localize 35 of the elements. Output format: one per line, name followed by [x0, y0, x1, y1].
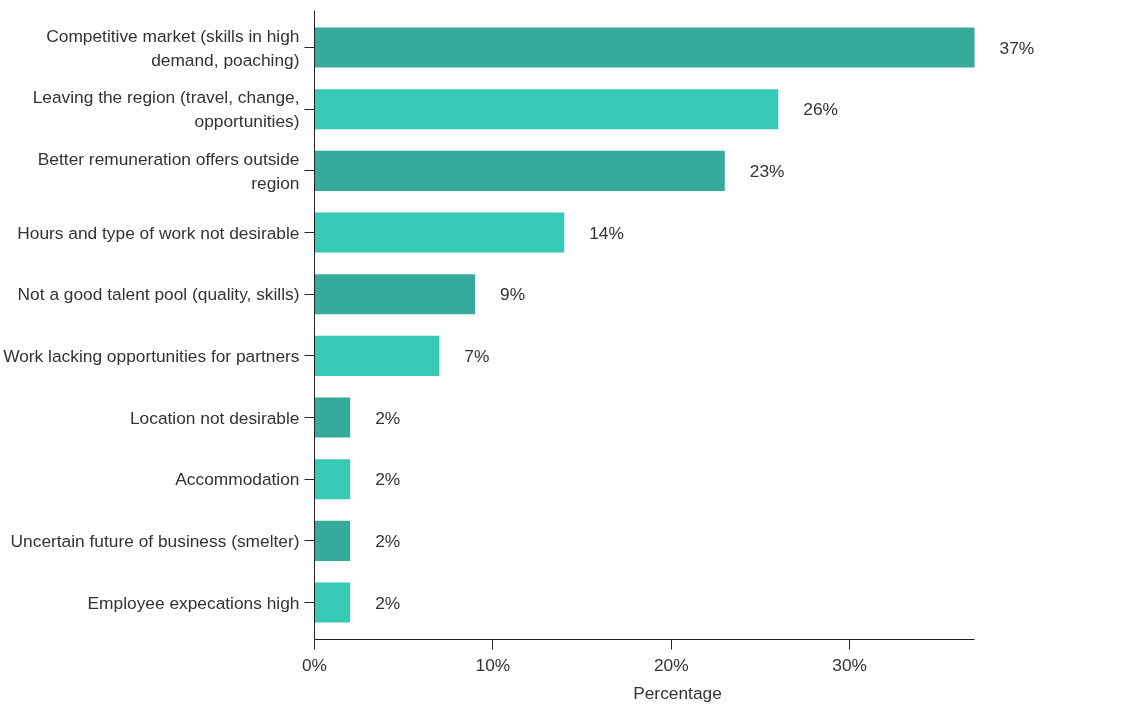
data-label: 23% [749, 160, 785, 181]
y-tick-label: Work lacking opportunities for partners [3, 345, 300, 366]
bar [314, 27, 975, 68]
y-tick-label: Hours and type of work not desirable [17, 222, 300, 243]
data-label: 14% [589, 222, 624, 243]
data-label: 37% [999, 37, 1035, 58]
bar [314, 212, 565, 253]
y-tick-label: Better remuneration offers outside region [37, 148, 300, 193]
x-axis-title: Percentage [633, 682, 722, 703]
y-tick-label: Leaving the region (travel, change, opportunities) [32, 87, 300, 132]
y-tick-label: Not a good talent pool (quality, skills) [17, 284, 300, 305]
x-tick-label: 10% [475, 654, 511, 675]
bar [314, 459, 351, 500]
data-label: 2% [375, 592, 401, 613]
y-tick-label: Competitive market (skills in high demand, poaching) [46, 25, 300, 70]
y-tick-label: Accommodation [175, 469, 300, 490]
y-tick-label: Uncertain future of business (smelter) [10, 530, 300, 551]
bar [314, 150, 725, 191]
data-label: 2% [375, 407, 401, 428]
data-label: 26% [803, 99, 838, 120]
bar [314, 335, 440, 376]
bar [314, 89, 779, 130]
x-tick-label: 0% [301, 654, 328, 675]
data-label: 2% [375, 469, 401, 490]
bar [314, 274, 476, 315]
data-label: 2% [375, 530, 401, 551]
data-label: 9% [500, 284, 526, 305]
y-tick-label: Employee expecations high [87, 592, 300, 613]
bar [314, 582, 351, 623]
x-tick-label: 20% [653, 654, 689, 675]
bar [314, 397, 351, 438]
x-tick-label: 30% [832, 654, 867, 675]
bar [314, 520, 351, 561]
data-label: 7% [464, 345, 490, 366]
y-tick-label: Location not desirable [129, 407, 300, 428]
